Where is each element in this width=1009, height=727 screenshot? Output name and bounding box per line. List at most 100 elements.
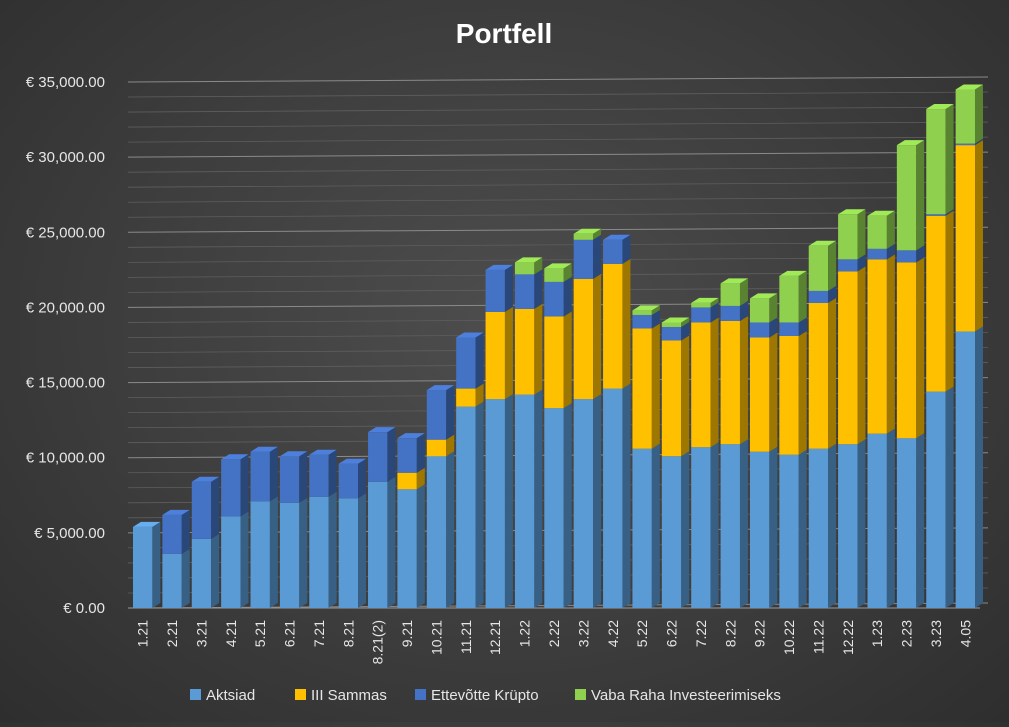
bar-top: [456, 332, 484, 338]
bar-segment-side: [769, 332, 778, 452]
legend-entry: Vaba Raha Investeerimiseks: [575, 687, 781, 704]
bar-segment: [720, 283, 740, 306]
bar-segment: [926, 109, 946, 215]
x-axis-tick-labels: 1.21 2.21 3.21 4.21 5.21 6.21 7.21 8.21 8.21(2) 9…: [135, 620, 974, 665]
bar-segment-side: [416, 433, 425, 473]
bar-segment-side: [886, 428, 895, 608]
x-tick-label: 3.23: [928, 620, 944, 647]
bar-segment-side: [387, 476, 396, 608]
bar-stack-10.21: [426, 385, 455, 608]
bar-segment: [368, 481, 388, 608]
bar-segment: [838, 271, 858, 445]
bar-segment-side: [916, 433, 925, 608]
bar-segment: [691, 302, 711, 308]
bar-segment: [544, 268, 564, 282]
bar-segment-side: [563, 276, 572, 317]
bar-segment-side: [181, 509, 190, 554]
bar-segment-side: [945, 104, 954, 215]
bar-segment-side: [651, 443, 660, 608]
bar-stack-7.22: [691, 297, 719, 608]
bar-segment-side: [945, 210, 954, 392]
bar-segment: [632, 310, 652, 315]
bar-segment: [955, 143, 976, 146]
bar-segment-side: [681, 335, 690, 457]
bar-top: [691, 297, 719, 303]
bar-top: [573, 228, 602, 234]
bar-stack-9.21: [397, 433, 425, 608]
x-tick-label: 5.22: [634, 620, 650, 647]
bar-segment: [632, 328, 652, 449]
bar-segment: [779, 275, 799, 323]
bar-top: [368, 427, 396, 433]
bar-segment: [808, 245, 829, 291]
bar-segment-side: [504, 306, 513, 400]
bar-segment-side: [798, 270, 807, 323]
bar-segment: [544, 316, 564, 409]
bar-top: [720, 278, 748, 284]
bar-top: [896, 140, 925, 146]
bar-segment: [926, 214, 946, 216]
gridline-minor: [127, 121, 989, 128]
bar-segment-side: [975, 84, 984, 144]
bar-segment: [309, 454, 329, 497]
x-tick-label: 4.05: [957, 620, 973, 647]
bar-segment-side: [857, 254, 866, 272]
x-tick-label: 6.22: [664, 620, 680, 647]
bar-segment: [191, 481, 212, 539]
bar-segment: [720, 444, 740, 608]
bar-segment: [514, 262, 535, 275]
bars: [132, 84, 984, 608]
bar-segment-side: [710, 317, 719, 448]
x-tick-label: 2.23: [899, 620, 915, 647]
legend: Aktsiad III Sammas Ettevõtte Krüpto Vaba Ra…: [190, 687, 781, 704]
bar-segment-side: [593, 394, 602, 608]
y-tick-label: € 5,000.00: [34, 525, 105, 542]
x-tick-label: 5.21: [252, 620, 268, 647]
bar-segment: [661, 322, 682, 327]
bar-stack-10.22: [779, 270, 807, 608]
bar-segment: [896, 438, 917, 608]
gridline-minor: [127, 106, 989, 113]
x-tick-label: 10.22: [781, 620, 797, 655]
x-tick-label: 4.22: [605, 620, 621, 647]
bar-segment: [573, 278, 594, 400]
bar-segment-side: [534, 303, 543, 395]
bar-stack-1.21: [132, 521, 161, 608]
bar-segment-side: [504, 394, 513, 608]
x-tick-label: 12.21: [487, 620, 503, 655]
legend-swatch: [190, 689, 201, 700]
x-tick-label: 2.22: [546, 620, 562, 647]
bar-stack-1.23: [867, 210, 895, 608]
bar-segment-side: [945, 209, 954, 216]
x-tick-label: 11.22: [810, 620, 826, 654]
bar-segment: [191, 538, 212, 608]
bar-segment: [779, 335, 799, 455]
bar-segment: [368, 432, 388, 482]
bar-segment-side: [886, 210, 895, 249]
bar-segment: [338, 498, 359, 608]
bar-segment-side: [975, 140, 984, 332]
bar-segment-side: [593, 234, 602, 279]
bar-top: [426, 385, 455, 391]
bar-segment-side: [593, 228, 602, 240]
gridline-major: [127, 151, 989, 158]
bar-segment-side: [622, 383, 631, 608]
bar-segment: [749, 451, 770, 608]
bar-segment: [279, 502, 300, 608]
bar-top: [779, 270, 807, 276]
bar-top: [661, 317, 690, 323]
bar-segment-side: [269, 496, 278, 608]
bar-segment-side: [358, 493, 367, 608]
x-tick-label: 3.22: [575, 620, 591, 647]
bar-stack-11.22: [808, 240, 837, 608]
gridline-minor: [127, 91, 989, 98]
bar-segment: [867, 259, 887, 434]
bar-top: [603, 234, 631, 240]
legend-swatch: [415, 689, 426, 700]
bar-segment-side: [416, 467, 425, 490]
y-tick-label: € 15,000.00: [26, 375, 105, 392]
x-tick-label: 1.22: [517, 620, 533, 647]
bar-top: [309, 449, 337, 455]
bar-segment-side: [739, 300, 748, 321]
x-tick-label: 1.23: [869, 620, 885, 647]
